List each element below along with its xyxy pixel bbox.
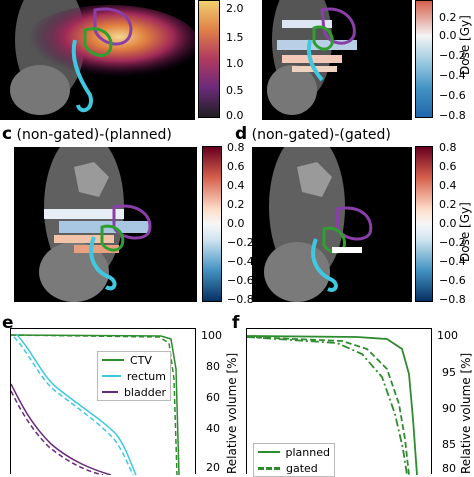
colorbar-d-tick: −0.2 (439, 236, 466, 249)
dvh-f-legend: planned gated (253, 443, 335, 477)
panel-title: (non-gated)-(gated) (251, 127, 391, 143)
gated-curve (247, 336, 410, 475)
colorbar-d-tick: 0.4 (439, 179, 457, 192)
dvh-e-ylabel: Relative volume [%] (225, 352, 239, 474)
colorbar-dose-tick: 0.0 (226, 109, 244, 122)
colorbar-dose-tick: 1.5 (226, 31, 244, 44)
colorbar-diff-label: Dose [Gy] (458, 202, 472, 262)
legend-item-planned: planned (254, 444, 334, 460)
dose-map-gated-vs-planned (262, 0, 412, 120)
panel-c-heading: c (non-gated)-(planned) (2, 124, 172, 144)
dvh-e-legend: CTV rectum bladder (97, 351, 171, 401)
colorbar-diff-label: Dose [Gy] (458, 15, 472, 75)
dose-diff-map-c (14, 147, 197, 302)
colorbar-d-tick: 0.0 (439, 217, 457, 230)
dvh-f-ytick: 80 (442, 462, 456, 475)
panel-letter: e (2, 313, 14, 333)
legend-swatch (258, 466, 280, 470)
panel-letter: d (235, 124, 248, 144)
colorbar-diff-tick: −0.4 (439, 69, 466, 82)
colorbar-c-tick: 0.8 (227, 141, 245, 154)
colorbar-diff-tick: 0.0 (439, 29, 457, 42)
colorbar-d-tick: 0.2 (439, 198, 457, 211)
colorbar-c-tick: −0.2 (227, 236, 254, 249)
legend-swatch (102, 359, 124, 361)
panel-letter: c (2, 124, 13, 144)
legend-swatch (102, 391, 118, 393)
planned-curve (247, 335, 418, 475)
dvh-e-ytick: 100 (201, 329, 222, 342)
panel-letter: f (232, 313, 240, 333)
dvh-e-axes: CTV rectum bladder (10, 328, 196, 475)
non-gated-curve (247, 336, 408, 475)
colorbar-dose (198, 0, 220, 118)
legend-label: rectum (126, 369, 166, 383)
colorbar-diff-c (202, 146, 222, 302)
colorbar-d-tick: −0.8 (439, 293, 466, 306)
dvh-f-ytick: 85 (442, 438, 456, 451)
colorbar-c-tick: 0.2 (227, 198, 245, 211)
legend-swatch (102, 375, 121, 377)
colorbar-diff-top (415, 0, 433, 118)
legend-swatch (258, 451, 280, 453)
colorbar-c-tick: −0.8 (227, 293, 254, 306)
colorbar-c-tick: 0.4 (227, 179, 245, 192)
colorbar-d-tick: 0.6 (439, 160, 457, 173)
dvh-e-ytick: 20 (206, 461, 220, 474)
dvh-f-ytick: 95 (442, 366, 456, 379)
legend-label: planned (285, 445, 330, 459)
colorbar-c-tick: 0.6 (227, 160, 245, 173)
colorbar-diff-tick: −0.8 (439, 109, 466, 122)
colorbar-diff-tick: −0.2 (439, 49, 466, 62)
colorbar-d-tick: 0.8 (439, 141, 457, 154)
mri-slice (39, 147, 152, 302)
panel-title: (non-gated)-(planned) (16, 127, 172, 143)
dvh-f-axes: planned gated (246, 328, 432, 477)
colorbar-d-tick: −0.4 (439, 255, 466, 268)
dose-map-planned (0, 0, 195, 120)
panel-d-heading: d (non-gated)-(gated) (235, 124, 391, 144)
mri-slice (10, 0, 195, 115)
mri-slice (264, 147, 373, 302)
dose-diff-map-d (252, 147, 412, 302)
ctv-curve-gated (11, 334, 178, 475)
colorbar-dose-tick: 2.0 (226, 2, 244, 15)
legend-item-ctv: CTV (98, 352, 170, 368)
legend-label: gated (286, 461, 318, 475)
legend-label: CTV (130, 353, 152, 367)
dvh-f-ytick: 100 (437, 329, 458, 342)
mri-slice (267, 0, 357, 115)
colorbar-c-tick: −0.6 (227, 274, 254, 287)
colorbar-dose-tick: 1.0 (226, 57, 244, 70)
dvh-e-ytick: 80 (206, 360, 220, 373)
colorbar-c-tick: −0.4 (227, 255, 254, 268)
colorbar-d-tick: −0.6 (439, 274, 466, 287)
colorbar-diff-tick: −0.6 (439, 89, 466, 102)
dvh-f-ylabel: Relative volume [%] (459, 352, 473, 474)
colorbar-dose-tick: 0.5 (226, 84, 244, 97)
dvh-f-ytick: 90 (442, 402, 456, 415)
dvh-e-ytick: 60 (206, 391, 220, 404)
colorbar-c-tick: 0.0 (227, 217, 245, 230)
bladder-curve-gated (11, 390, 104, 475)
dvh-e-curves (11, 333, 180, 475)
bladder-curve (11, 383, 112, 475)
colorbar-diff-d (415, 146, 433, 302)
legend-item-gated: gated (254, 460, 334, 476)
legend-label: bladder (123, 385, 166, 399)
rectum-curve-gated (13, 336, 134, 475)
dvh-e-ytick: 40 (206, 422, 220, 435)
dvh-f-curves (247, 335, 418, 475)
rectum-curve (15, 333, 137, 475)
colorbar-diff-tick: 0.2 (439, 11, 457, 24)
legend-item-rectum: rectum (98, 368, 170, 384)
legend-item-bladder: bladder (98, 384, 170, 400)
